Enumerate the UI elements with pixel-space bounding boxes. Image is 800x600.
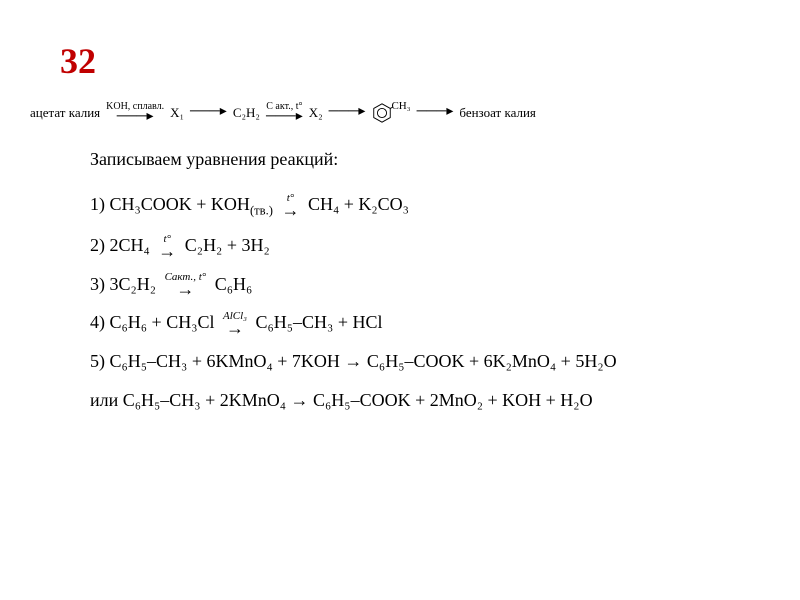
eq2-left: 2CH₄ [110, 235, 150, 255]
scheme-x2: X₂ [309, 105, 323, 121]
eq1-right: CH₄ + K₂CO₃ [308, 194, 409, 214]
arrow-icon: ───▸ [266, 110, 303, 124]
arrow-icon: ───▸ [329, 105, 366, 119]
reaction-scheme: ацетат калия KOH, сплавл. ───▸ X₁ ───▸ C… [30, 102, 770, 124]
arrow-5: ───▸ [417, 107, 454, 119]
instruction-text: Записываем уравнения реакций: [90, 149, 770, 170]
ch3-substituent: CH₃ [391, 100, 410, 112]
eq6-body: C₆H₅–CH₃ + 2KMnO₄ → C₆H₅–COOK + 2MnO₂ + … [123, 390, 593, 410]
eq2-num: 2) [90, 235, 105, 255]
eq1-left: CH₃COOK + KOH [110, 194, 250, 214]
eq1-subscript: (тв.) [250, 204, 273, 218]
equation-6: или C₆H₅–CH₃ + 2KMnO₄ → C₆H₅–COOK + 2MnO… [90, 386, 770, 415]
arrow-icon: → [281, 201, 299, 219]
arrow-1: KOH, сплавл. ───▸ [106, 102, 164, 124]
scheme-x1: X₁ [170, 105, 184, 121]
eq4-left: C₆H₆ + CH₃Cl [110, 312, 215, 332]
eq6-prefix: или [90, 390, 118, 410]
eq4-right: C₆H₅–CH₃ + HCl [256, 312, 383, 332]
arrow-icon: ───▸ [117, 110, 154, 124]
eq3-left: 3C₂H₂ [110, 274, 157, 294]
eq5-body: C₆H₅–CH₃ + 6KMnO₄ + 7KOH → C₆H₅–COOK + 6… [110, 351, 617, 371]
arrow-icon: → [176, 280, 194, 298]
eq3-num: 3) [90, 274, 105, 294]
problem-number: 32 [60, 40, 770, 82]
eq5-num: 5) [90, 351, 105, 371]
scheme-start: ацетат калия [30, 105, 100, 121]
arrow-4: ───▸ [329, 107, 366, 119]
equation-5: 5) C₆H₅–CH₃ + 6KMnO₄ + 7KOH → C₆H₅–COOK … [90, 347, 770, 376]
eq3-right: C₆H₆ [215, 274, 253, 294]
eq2-arrow: t° → [158, 234, 176, 260]
eq4-arrow: AlCl₃ → [223, 311, 247, 337]
arrow-icon: ───▸ [190, 105, 227, 119]
equation-2: 2) 2CH₄ t° → C₂H₂ + 3H₂ [90, 231, 770, 260]
arrow-icon: → [226, 319, 244, 337]
arrow-icon: ───▸ [417, 105, 454, 119]
eq1-arrow: t° → [281, 193, 299, 219]
scheme-c2h2: C₂H₂ [233, 105, 260, 121]
arrow-2: ───▸ [190, 107, 227, 119]
eq1-num: 1) [90, 194, 105, 214]
equation-1: 1) CH₃COOK + KOH(тв.) t° → CH₄ + K₂CO₃ [90, 190, 770, 221]
arrow-3: C акт., t° ───▸ [266, 102, 303, 124]
arrow-icon: → [158, 242, 176, 260]
eq3-arrow: Cакт., t° → [165, 272, 207, 298]
equation-3: 3) 3C₂H₂ Cакт., t° → C₆H₆ [90, 270, 770, 299]
scheme-end: бензоат калия [459, 105, 536, 121]
eq2-right: C₂H₂ + 3H₂ [185, 235, 270, 255]
equation-4: 4) C₆H₆ + CH₃Cl AlCl₃ → C₆H₅–CH₃ + HCl [90, 308, 770, 337]
eq4-num: 4) [90, 312, 105, 332]
benzene-ring-icon [371, 102, 393, 124]
toluene-structure: CH₃ [371, 102, 410, 124]
